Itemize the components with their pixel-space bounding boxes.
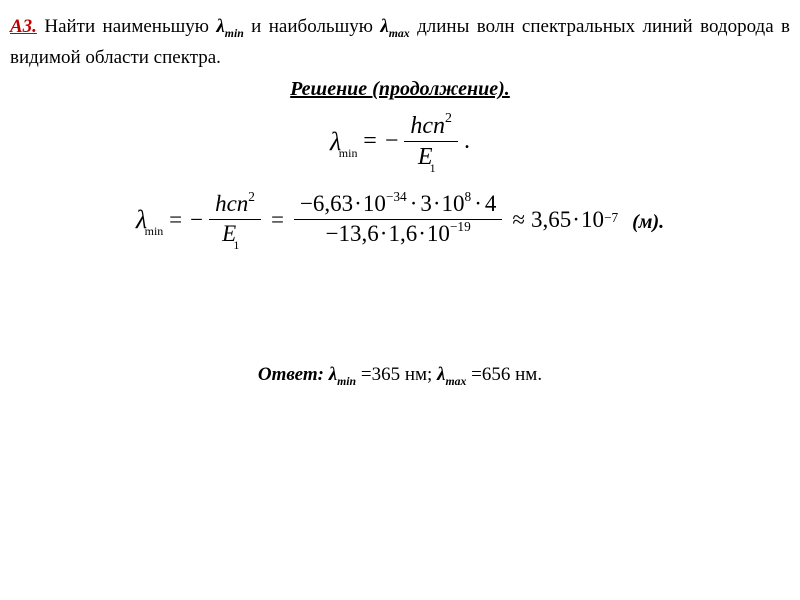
f1-minus: − xyxy=(385,128,399,155)
problem-text-2: и наибольшую xyxy=(244,16,381,37)
f2-approx: ≈ xyxy=(512,207,525,233)
ans-val-max: =656 нм. xyxy=(466,364,542,385)
section-title: Решение (продолжение). xyxy=(10,78,790,101)
f2-fraction-sym: hcn2 E1 xyxy=(209,190,261,249)
formula-2: λ min = − hcn2 E1 = −6,63·10−34·3·108·4 … xyxy=(10,190,790,249)
lambda-min-symbol: λ xyxy=(216,16,224,37)
problem-statement: А3. Найти наименьшую λmin и наибольшую λ… xyxy=(10,12,790,72)
f1-fraction: hcn2 E1 xyxy=(404,111,458,172)
ans-lambda-min-sub: min xyxy=(337,375,356,388)
answer-line: Ответ: λmin =365 нм; λmax =656 нм. xyxy=(10,364,790,389)
lambda-max-sub: max xyxy=(389,27,410,40)
f2-result-coef: 3,65 xyxy=(531,207,571,233)
problem-label: А3. xyxy=(10,16,37,37)
problem-text-1: Найти наименьшую xyxy=(37,16,216,37)
f2-minus1: − xyxy=(190,207,203,233)
f2-fraction-numeric: −6,63·10−34·3·108·4 −13,6·1,6·10−19 xyxy=(294,190,502,249)
f2-eq1: = xyxy=(169,207,182,233)
ans-val-min: =365 нм; xyxy=(356,364,437,385)
formula-1: λ min = − hcn2 E1 . xyxy=(10,111,790,172)
f1-period: . xyxy=(464,128,470,155)
answer-label: Ответ: xyxy=(258,364,329,385)
ans-lambda-max-sub: max xyxy=(445,375,466,388)
f2-lambda-min: λ min xyxy=(136,205,147,235)
ans-lambda-min-sym: λ xyxy=(329,364,337,385)
f2-result-exp: −7 xyxy=(604,210,618,226)
f2-eq2: = xyxy=(271,207,284,233)
lambda-min-sub: min xyxy=(225,27,244,40)
f1-eq: = xyxy=(363,128,377,155)
lambda-max-symbol: λ xyxy=(380,16,388,37)
f1-lambda-min: λ min xyxy=(330,127,341,157)
f2-unit: (м). xyxy=(632,211,664,233)
